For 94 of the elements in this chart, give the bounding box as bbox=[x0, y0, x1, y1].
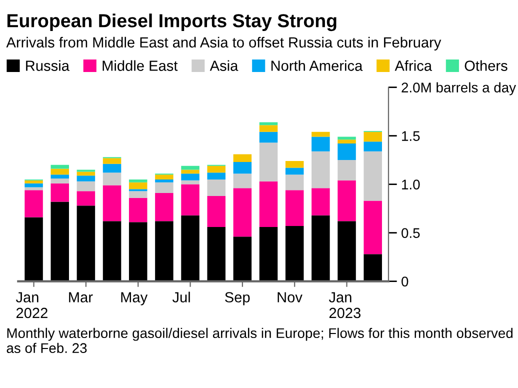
bar bbox=[338, 180, 356, 222]
bar bbox=[102, 158, 122, 164]
x-tick-label: Sep bbox=[225, 292, 250, 306]
bar bbox=[233, 174, 252, 188]
bar bbox=[24, 217, 43, 282]
y-tick-label: 2.0M barrels a day bbox=[402, 82, 516, 96]
bar bbox=[207, 166, 226, 173]
bar bbox=[364, 200, 382, 254]
bar bbox=[102, 221, 122, 282]
bar bbox=[50, 183, 69, 202]
bar bbox=[24, 180, 43, 184]
bar bbox=[128, 222, 148, 282]
bar bbox=[76, 172, 96, 176]
bar bbox=[338, 140, 356, 144]
bar bbox=[207, 226, 226, 282]
bar bbox=[259, 122, 278, 126]
bar bbox=[76, 176, 96, 182]
bar bbox=[50, 174, 69, 178]
bar bbox=[50, 202, 69, 282]
bar bbox=[128, 182, 148, 190]
bar bbox=[76, 206, 96, 282]
legend-label: Middle East bbox=[102, 60, 178, 71]
bar bbox=[102, 185, 122, 222]
y-tick-label: 1.0 bbox=[402, 180, 420, 190]
legend-label: Russia bbox=[26, 60, 70, 71]
legend-label: Asia bbox=[210, 60, 238, 71]
bar bbox=[155, 182, 174, 194]
x-tick-label: Mar bbox=[69, 292, 93, 302]
bar bbox=[285, 161, 304, 168]
bar bbox=[233, 188, 252, 237]
bar bbox=[338, 144, 356, 160]
text: Monthly waterborne gasoil/diesel arrivals in Europe; Flows for this month observed as of Feb. 23 bbox=[6, 328, 513, 354]
y-tick-label: 0 bbox=[402, 276, 408, 286]
bar bbox=[338, 160, 356, 180]
bar bbox=[233, 162, 252, 174]
bar bbox=[338, 221, 356, 282]
bar bbox=[155, 193, 174, 222]
bar bbox=[102, 172, 122, 186]
legend-label: North America bbox=[271, 60, 363, 71]
x-tick-label: Jul bbox=[172, 292, 190, 302]
bar bbox=[233, 236, 252, 282]
bar bbox=[155, 221, 174, 282]
bar bbox=[24, 190, 43, 218]
x-tick-label: May bbox=[121, 292, 148, 306]
chart-title: European Diesel Imports Stay Strong bbox=[7, 14, 336, 32]
bar bbox=[181, 215, 200, 282]
bar bbox=[259, 226, 278, 282]
bar bbox=[312, 132, 330, 137]
bar bbox=[207, 172, 226, 180]
legend-label: Africa bbox=[394, 60, 432, 71]
chart-subtitle: Arrivals from Middle East and Asia to offset Russia cuts in February bbox=[6, 36, 442, 50]
bar bbox=[207, 179, 226, 196]
bar bbox=[181, 174, 200, 180]
bar bbox=[181, 166, 200, 170]
legend-label: Others bbox=[464, 60, 508, 71]
bar bbox=[207, 196, 226, 227]
y-tick-label: 0.5 bbox=[402, 228, 420, 238]
bar bbox=[181, 180, 200, 184]
bar bbox=[50, 168, 69, 175]
bar bbox=[259, 125, 278, 132]
x-tick-label: Nov bbox=[278, 292, 302, 302]
bar bbox=[364, 132, 382, 142]
bar bbox=[364, 254, 382, 282]
bar bbox=[364, 142, 382, 152]
bar bbox=[312, 188, 330, 216]
bar bbox=[364, 151, 382, 201]
bar bbox=[233, 154, 252, 162]
bar bbox=[285, 168, 304, 175]
bar bbox=[181, 184, 200, 216]
x-tick-label: Jan 2023 bbox=[328, 292, 361, 318]
bar bbox=[76, 181, 96, 192]
bar bbox=[285, 190, 304, 226]
bar bbox=[128, 191, 148, 198]
bar bbox=[285, 226, 304, 282]
bar bbox=[312, 136, 330, 152]
bar bbox=[50, 178, 69, 184]
bar bbox=[181, 170, 200, 174]
x-tick-label: Jan 2022 bbox=[16, 292, 48, 318]
bar bbox=[76, 191, 96, 206]
bar bbox=[24, 183, 43, 188]
bar bbox=[102, 164, 122, 173]
bar bbox=[155, 179, 174, 182]
bar bbox=[285, 174, 304, 190]
bar bbox=[155, 174, 174, 180]
bar bbox=[259, 142, 278, 182]
bar bbox=[259, 181, 278, 227]
y-tick-label: 1.5 bbox=[402, 131, 420, 141]
bar bbox=[128, 198, 148, 222]
bar bbox=[24, 187, 43, 190]
bar bbox=[312, 215, 330, 282]
bar bbox=[128, 179, 148, 182]
bar bbox=[50, 164, 69, 169]
bar bbox=[312, 151, 330, 188]
bar bbox=[259, 132, 278, 143]
